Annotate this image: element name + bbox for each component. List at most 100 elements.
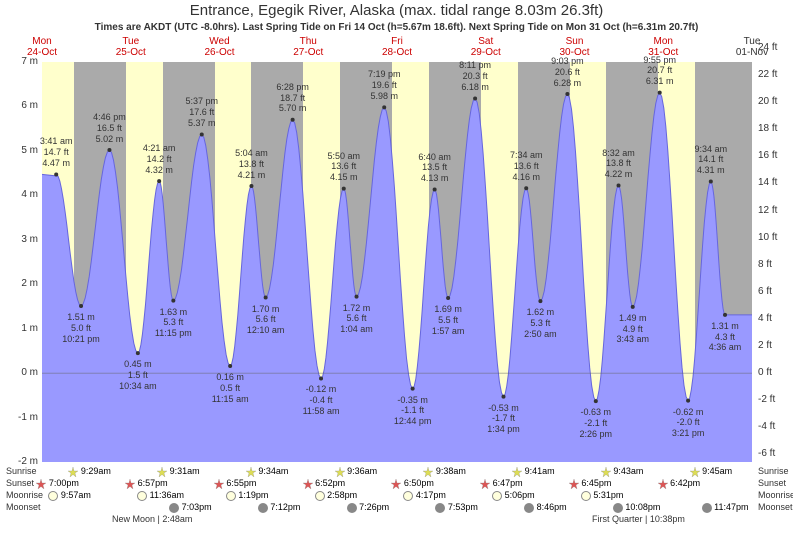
y-tick-left: 0 m [4, 367, 38, 378]
moonrise-row-label: Moonrise [6, 490, 43, 500]
y-tick-left: -1 m [4, 412, 38, 423]
y-tick-left: 3 m [4, 234, 38, 245]
moonrise-time: 1:19pm [226, 490, 269, 501]
moonrise-time: 5:31pm [581, 490, 624, 501]
moonset-time: 8:46pm [524, 502, 567, 513]
tide-annotation: 1.72 m5.6 ft1:04 am [340, 303, 373, 335]
y-tick-right: 16 ft [758, 150, 792, 161]
y-tick-right: 24 ft [758, 42, 792, 53]
tide-annotation: 8:11 pm20.3 ft6.18 m [459, 60, 491, 92]
y-tick-right: 0 ft [758, 367, 792, 378]
sunset-time: 6:52pm [303, 478, 346, 489]
sunrise-row-label: Sunrise [758, 466, 789, 476]
sunrise-time: 9:45am [690, 466, 733, 477]
sunset-time: 6:42pm [658, 478, 701, 489]
chart-subtitle: Times are AKDT (UTC -8.0hrs). Last Sprin… [0, 22, 793, 33]
tide-annotation: 9:55 pm20.7 ft6.31 m [643, 55, 676, 87]
day-label: Thu27-Oct [268, 36, 348, 58]
day-label: Sun30-Oct [535, 36, 615, 58]
moon-phase-left: New Moon | 2:48am [112, 514, 192, 524]
sunset-time: 7:00pm [36, 478, 79, 489]
moonset-row-label: Moonset [6, 502, 41, 512]
y-tick-right: 6 ft [758, 286, 792, 297]
tide-annotation: 3:41 am14.7 ft4.47 m [40, 136, 73, 168]
tide-annotation: 1.51 m5.0 ft10:21 pm [62, 312, 100, 344]
y-tick-left: 7 m [4, 56, 38, 67]
tide-annotation: 8:32 am13.8 ft4.22 m [602, 148, 635, 180]
moonset-time: 7:26pm [347, 502, 390, 513]
sunrise-row-label: Sunrise [6, 466, 37, 476]
sunrise-time: 9:31am [157, 466, 200, 477]
tide-annotation: -0.63 m-2.1 ft2:26 pm [580, 407, 613, 439]
tide-annotation: 7:19 pm19.6 ft5.98 m [368, 69, 401, 101]
day-label: Tue25-Oct [91, 36, 171, 58]
y-tick-right: 4 ft [758, 313, 792, 324]
sunrise-time: 9:36am [335, 466, 378, 477]
tide-annotation: 0.16 m0.5 ft11:15 am [212, 372, 249, 404]
plot-area: 3:41 am14.7 ft4.47 m 1.51 m5.0 ft10:21 pm… [42, 62, 752, 462]
moonrise-time: 5:06pm [492, 490, 535, 501]
chart-title: Entrance, Egegik River, Alaska (max. tid… [0, 2, 793, 19]
y-tick-right: 18 ft [758, 123, 792, 134]
tide-annotation: 0.45 m1.5 ft10:34 am [119, 359, 157, 391]
moonset-time: 7:03pm [169, 502, 212, 513]
moonset-row-label: Moonset [758, 502, 793, 512]
y-tick-right: -2 ft [758, 394, 792, 405]
moonrise-time: 4:17pm [403, 490, 446, 501]
moonset-time: 10:08pm [613, 502, 661, 513]
y-tick-right: 12 ft [758, 205, 792, 216]
sunrise-time: 9:34am [246, 466, 289, 477]
sunset-row-label: Sunset [6, 478, 34, 488]
tide-annotation: -0.35 m-1.1 ft12:44 pm [394, 395, 432, 427]
y-tick-left: 1 m [4, 323, 38, 334]
y-tick-right: 8 ft [758, 259, 792, 270]
y-tick-right: 10 ft [758, 232, 792, 243]
y-tick-left: 5 m [4, 145, 38, 156]
tide-annotation: 6:28 pm18.7 ft5.70 m [276, 82, 309, 114]
y-tick-right: 14 ft [758, 177, 792, 188]
tide-annotation: 7:34 am13.6 ft4.16 m [510, 150, 543, 182]
y-tick-left: 6 m [4, 100, 38, 111]
tide-annotation: -0.62 m-2.0 ft3:21 pm [672, 407, 705, 439]
tide-annotation: 1.31 m4.3 ft4:36 am [709, 321, 742, 353]
sunset-time: 6:57pm [125, 478, 168, 489]
y-tick-left: 2 m [4, 278, 38, 289]
tide-annotation: 5:04 am13.8 ft4.21 m [235, 148, 268, 180]
tide-annotation: 9:34 am14.1 ft4.31 m [695, 144, 728, 176]
tide-annotation: 5:50 am13.6 ft4.15 m [327, 151, 360, 183]
sunrise-time: 9:29am [68, 466, 111, 477]
moonset-time: 7:53pm [435, 502, 478, 513]
day-label: Mon24-Oct [2, 36, 82, 58]
y-tick-right: 22 ft [758, 69, 792, 80]
moonrise-row-label: Moonrise [758, 490, 793, 500]
sunrise-time: 9:38am [423, 466, 466, 477]
moonrise-time: 11:36am [137, 490, 184, 501]
sunset-time: 6:47pm [480, 478, 523, 489]
tide-annotation: 1.62 m5.3 ft2:50 am [524, 307, 557, 339]
tide-annotation: 5:37 pm17.6 ft5.37 m [185, 96, 218, 128]
sunset-time: 6:50pm [391, 478, 434, 489]
moonset-time: 11:47pm [702, 502, 749, 513]
day-label: Wed26-Oct [180, 36, 260, 58]
moonrise-time: 2:58pm [315, 490, 358, 501]
tide-annotation: 1.49 m4.9 ft3:43 am [616, 313, 649, 345]
moonset-time: 7:12pm [258, 502, 301, 513]
tide-annotation: 9:03 pm20.6 ft6.28 m [551, 56, 584, 88]
moonrise-time: 9:57am [48, 490, 91, 501]
tide-annotation: 4:21 am14.2 ft4.32 m [143, 143, 176, 175]
day-label: Fri28-Oct [357, 36, 437, 58]
tide-annotation: -0.53 m-1.7 ft1:34 pm [487, 403, 520, 435]
y-tick-right: -4 ft [758, 421, 792, 432]
moon-phase-right: First Quarter | 10:38pm [592, 514, 685, 524]
sunrise-time: 9:43am [601, 466, 644, 477]
tide-annotation: 1.63 m5.3 ft11:15 pm [155, 307, 192, 339]
y-tick-right: 20 ft [758, 96, 792, 107]
tide-annotation: -0.12 m-0.4 ft11:58 am [303, 384, 340, 416]
sunset-row-label: Sunset [758, 478, 786, 488]
sunset-time: 6:55pm [214, 478, 257, 489]
tide-annotation: 1.70 m5.6 ft12:10 am [247, 304, 285, 336]
day-label: Sat29-Oct [446, 36, 526, 58]
sunrise-time: 9:41am [512, 466, 555, 477]
tide-chart: Entrance, Egegik River, Alaska (max. tid… [0, 0, 793, 539]
sunset-time: 6:45pm [569, 478, 612, 489]
